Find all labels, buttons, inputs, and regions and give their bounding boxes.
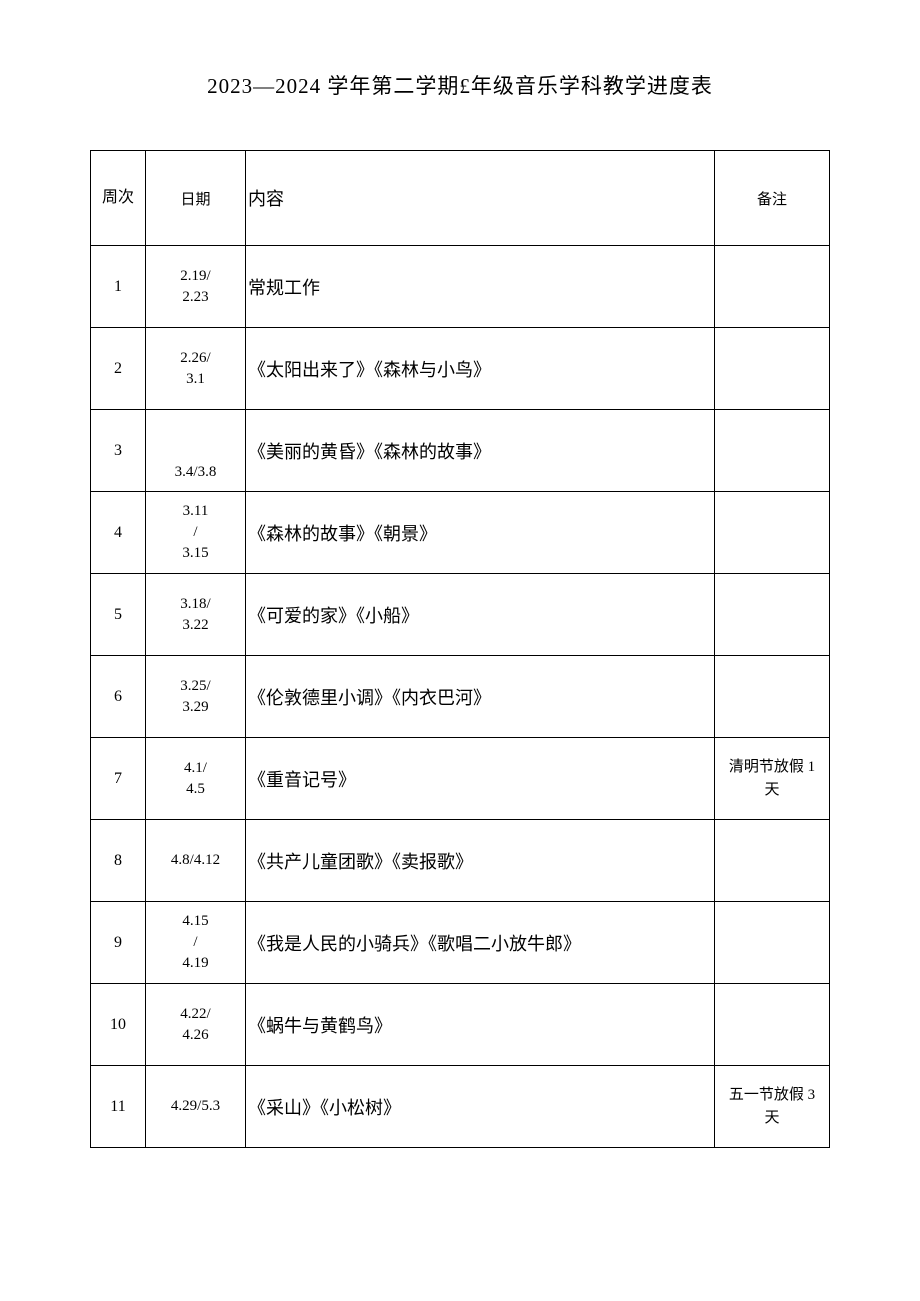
cell-remark xyxy=(715,820,830,902)
cell-week: 1 xyxy=(91,246,146,328)
cell-date: 4.29/5.3 xyxy=(146,1066,246,1148)
cell-date: 2.19/ 2.23 xyxy=(146,246,246,328)
header-content: 内容 xyxy=(246,151,715,246)
table-body: 12.19/ 2.23常规工作22.26/ 3.1《太阳出来了》《森林与小鸟》3… xyxy=(91,246,830,1148)
cell-content: 《森林的故事》《朝景》 xyxy=(246,492,715,574)
cell-content: 《伦敦德里小调》《内衣巴河》 xyxy=(246,656,715,738)
table-header-row: 周次 日期 内容 备注 xyxy=(91,151,830,246)
cell-date: 3.4/3.8 xyxy=(146,410,246,492)
cell-remark xyxy=(715,984,830,1066)
cell-content: 常规工作 xyxy=(246,246,715,328)
table-row: 74.1/ 4.5《重音记号》清明节放假 1 天 xyxy=(91,738,830,820)
cell-remark xyxy=(715,656,830,738)
cell-content: 《太阳出来了》《森林与小鸟》 xyxy=(246,328,715,410)
table-row: 84.8/4.12《共产儿童团歌》《卖报歌》 xyxy=(91,820,830,902)
cell-date: 4.22/ 4.26 xyxy=(146,984,246,1066)
cell-week: 11 xyxy=(91,1066,146,1148)
table-row: 22.26/ 3.1《太阳出来了》《森林与小鸟》 xyxy=(91,328,830,410)
cell-date: 4.8/4.12 xyxy=(146,820,246,902)
cell-date: 3.25/ 3.29 xyxy=(146,656,246,738)
cell-week: 3 xyxy=(91,410,146,492)
cell-week: 6 xyxy=(91,656,146,738)
cell-remark xyxy=(715,902,830,984)
cell-remark xyxy=(715,246,830,328)
table-row: 43.11 / 3.15《森林的故事》《朝景》 xyxy=(91,492,830,574)
cell-week: 2 xyxy=(91,328,146,410)
cell-date: 4.1/ 4.5 xyxy=(146,738,246,820)
cell-remark: 清明节放假 1 天 xyxy=(715,738,830,820)
cell-week: 4 xyxy=(91,492,146,574)
page-title: 2023—2024 学年第二学期£年级音乐学科教学进度表 xyxy=(90,70,830,100)
cell-week: 9 xyxy=(91,902,146,984)
cell-content: 《共产儿童团歌》《卖报歌》 xyxy=(246,820,715,902)
cell-content: 《采山》《小松树》 xyxy=(246,1066,715,1148)
cell-content: 《我是人民的小骑兵》《歌唱二小放牛郎》 xyxy=(246,902,715,984)
cell-remark xyxy=(715,492,830,574)
cell-week: 8 xyxy=(91,820,146,902)
schedule-table: 周次 日期 内容 备注 12.19/ 2.23常规工作22.26/ 3.1《太阳… xyxy=(90,150,830,1148)
table-row: 94.15 / 4.19《我是人民的小骑兵》《歌唱二小放牛郎》 xyxy=(91,902,830,984)
cell-date: 2.26/ 3.1 xyxy=(146,328,246,410)
cell-date: 3.18/ 3.22 xyxy=(146,574,246,656)
header-week: 周次 xyxy=(91,151,146,246)
cell-content: 《蜗牛与黄鹤鸟》 xyxy=(246,984,715,1066)
cell-week: 7 xyxy=(91,738,146,820)
cell-remark: 五一节放假 3 天 xyxy=(715,1066,830,1148)
cell-week: 5 xyxy=(91,574,146,656)
table-row: 114.29/5.3《采山》《小松树》五一节放假 3 天 xyxy=(91,1066,830,1148)
cell-date: 4.15 / 4.19 xyxy=(146,902,246,984)
cell-content: 《可爱的家》《小船》 xyxy=(246,574,715,656)
cell-remark xyxy=(715,328,830,410)
table-row: 104.22/ 4.26《蜗牛与黄鹤鸟》 xyxy=(91,984,830,1066)
header-date: 日期 xyxy=(146,151,246,246)
table-row: 63.25/ 3.29《伦敦德里小调》《内衣巴河》 xyxy=(91,656,830,738)
table-row: 53.18/ 3.22《可爱的家》《小船》 xyxy=(91,574,830,656)
header-remark: 备注 xyxy=(715,151,830,246)
cell-date: 3.11 / 3.15 xyxy=(146,492,246,574)
table-row: 33.4/3.8《美丽的黄昏》《森林的故事》 xyxy=(91,410,830,492)
cell-content: 《重音记号》 xyxy=(246,738,715,820)
cell-remark xyxy=(715,574,830,656)
cell-week: 10 xyxy=(91,984,146,1066)
cell-content: 《美丽的黄昏》《森林的故事》 xyxy=(246,410,715,492)
cell-remark xyxy=(715,410,830,492)
table-row: 12.19/ 2.23常规工作 xyxy=(91,246,830,328)
